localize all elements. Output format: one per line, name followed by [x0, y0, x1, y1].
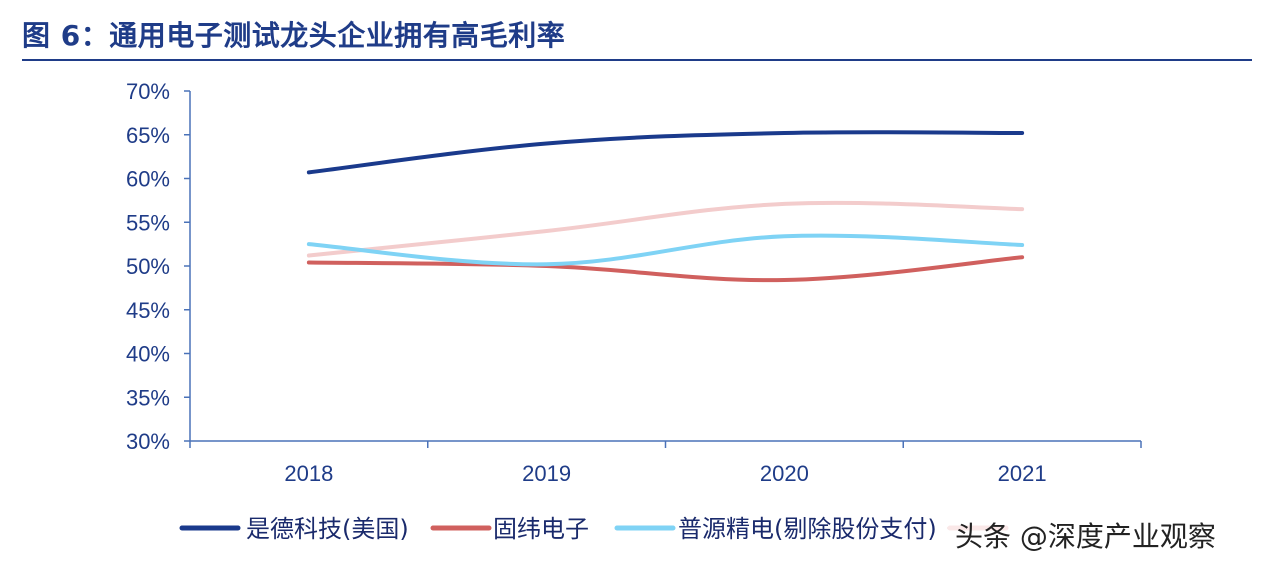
y-tick-label: 35%: [126, 385, 170, 410]
y-tick-label: 50%: [126, 254, 170, 279]
y-tick-label: 60%: [126, 167, 170, 192]
title-rule: [22, 59, 1252, 61]
watermark-text: 头条 @深度产业观察: [955, 520, 1216, 553]
chart-series: [306, 130, 1025, 283]
legend-label-2: 普源精电(剔除股份支付): [678, 515, 937, 543]
legend-label-0: 是德科技(美国): [246, 515, 409, 543]
series-line-0: [306, 130, 1025, 175]
x-tick-label: 2020: [760, 461, 809, 486]
series-line-3: [306, 200, 1025, 258]
chart-title: 图 6：通用电子测试龙头企业拥有高毛利率: [22, 19, 566, 52]
x-tick-label: 2018: [284, 461, 333, 486]
x-tick-label: 2019: [522, 461, 571, 486]
legend-label-1: 固纬电子: [493, 515, 589, 543]
watermark-backdrop: [948, 505, 1266, 560]
y-tick-label: 30%: [126, 429, 170, 454]
chart-axes: 30% 35% 40% 45% 50% 55% 60% 65% 70% 2018 2019 2020 2…: [126, 79, 1142, 486]
x-tick-label: 2021: [998, 461, 1047, 486]
y-tick-label: 70%: [126, 79, 170, 104]
y-tick-label: 45%: [126, 298, 170, 323]
y-tick-label: 40%: [126, 342, 170, 367]
series-line-1: [306, 255, 1025, 283]
y-tick-label: 65%: [126, 123, 170, 148]
y-tick-label: 55%: [126, 210, 170, 235]
series-line-2: [306, 233, 1025, 267]
chart-legend: 是德科技(美国) 固纬电子 普源精电(剔除股份支付): [179, 515, 1009, 543]
